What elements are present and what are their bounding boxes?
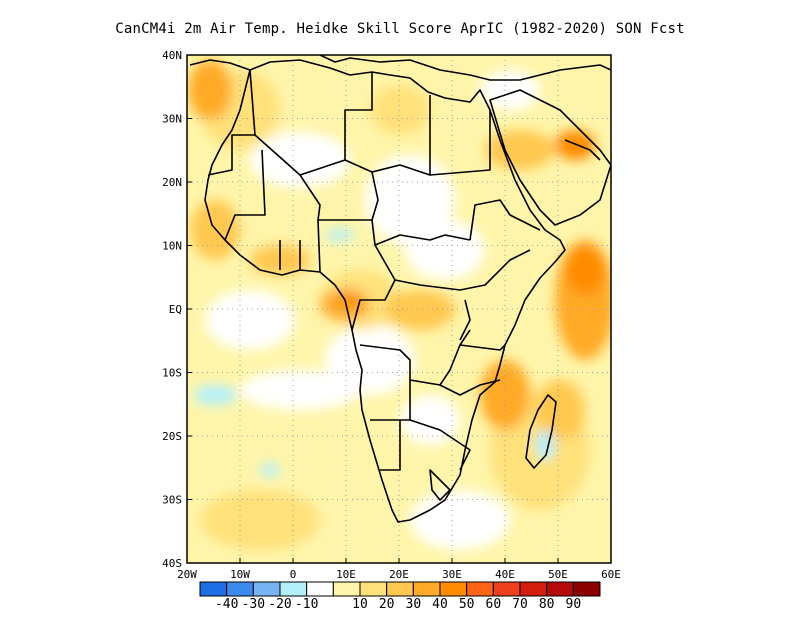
colorbar-swatch	[519, 581, 548, 597]
colorbar-label: 90	[565, 597, 582, 612]
lon-tick-label: 20E	[389, 568, 409, 581]
colorbar-swatch	[226, 581, 254, 597]
colorbar-label: 60	[485, 597, 502, 612]
colorbar-swatch	[359, 581, 388, 597]
lon-tick-label: 10W	[230, 568, 250, 581]
lon-tick-label: 10E	[336, 568, 356, 581]
colorbar-label: 10	[352, 597, 368, 612]
lat-tick-label: 30N	[162, 113, 182, 126]
skill-shading	[187, 55, 611, 563]
colorbar-label: 20	[378, 597, 395, 612]
lat-tick-label: 30S	[162, 494, 182, 507]
lon-tick-label: 0	[290, 568, 297, 581]
lat-tick-label: 40N	[162, 49, 182, 62]
colorbar-swatch	[412, 581, 441, 597]
lat-tick-label: 40S	[162, 557, 182, 570]
colorbar-label: -20	[268, 597, 292, 612]
map-title: CanCM4i 2m Air Temp. Heidke Skill Score …	[115, 21, 685, 37]
lat-tick-label: 20N	[162, 176, 182, 189]
colorbar-label: 40	[432, 597, 448, 612]
colorbar-label: 70	[512, 597, 528, 612]
lon-tick-label: 20W	[177, 568, 197, 581]
colorbar-swatch	[386, 581, 414, 597]
colorbar-label: -30	[241, 597, 266, 612]
colorbar-swatch	[252, 581, 281, 597]
colorbar	[199, 581, 601, 597]
colorbar-swatch	[332, 581, 361, 597]
lon-tick-label: 30E	[442, 568, 462, 581]
colorbar-label: -40	[214, 597, 239, 612]
lat-tick-label: EQ	[169, 303, 182, 316]
lat-tick-label: 10S	[162, 367, 182, 380]
colorbar-label: 30	[405, 597, 422, 612]
colorbar-swatch	[492, 581, 521, 597]
colorbar-swatch	[306, 581, 334, 597]
lon-tick-label: 40E	[495, 568, 515, 581]
colorbar-label: 50	[458, 597, 475, 612]
lat-tick-label: 10N	[162, 240, 182, 253]
lon-tick-label: 60E	[601, 568, 621, 581]
colorbar-swatch	[199, 581, 228, 597]
colorbar-label: 80	[538, 597, 555, 612]
colorbar-swatch	[439, 581, 468, 597]
colorbar-label: -10	[294, 597, 319, 612]
lon-tick-label: 50E	[548, 568, 568, 581]
coastlines	[189, 55, 611, 523]
colorbar-swatch	[572, 581, 601, 597]
lat-tick-label: 20S	[162, 430, 182, 443]
colorbar-swatch	[546, 581, 574, 597]
colorbar-swatch	[466, 581, 494, 597]
colorbar-swatch	[279, 581, 308, 597]
map-gridlines	[187, 55, 611, 563]
